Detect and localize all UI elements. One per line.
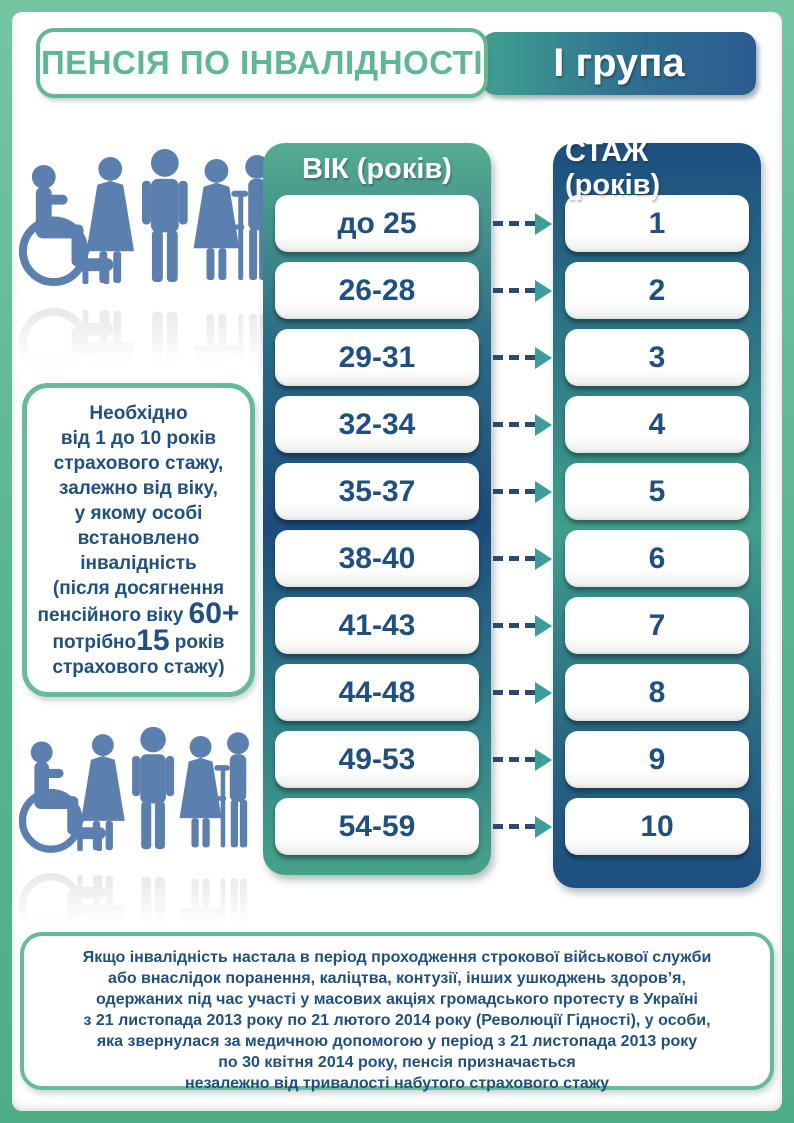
arrow-icon [493,195,552,252]
age-column-header: ВІК (років) [302,152,452,185]
experience-column: СТАЖ (років) 1 2 3 4 5 6 7 8 9 10 [553,136,761,888]
experience-cell: 4 [565,396,749,453]
arrow-icon [493,597,552,654]
note-line: встановлено [77,528,200,549]
age-cell: 44-48 [275,664,479,721]
disabled-people-illustration-top [14,147,272,296]
experience-cell: 6 [565,530,749,587]
note-line: від 1 до 10 років [60,428,217,449]
mapping-arrows [493,195,552,865]
experience-cell: 7 [565,597,749,654]
age-cell: 41-43 [275,597,479,654]
age-cell: 32-34 [275,396,479,453]
experience-cell: 2 [565,262,749,319]
pension-age-value: 60+ [188,597,240,630]
footer-note: Якщо інвалідність настала в період прохо… [20,932,774,1092]
footer-line: яка звернулася за медичною допомогою у п… [96,1033,698,1050]
footer-line: з 21 листопада 2013 року по 21 лютого 20… [83,1012,711,1029]
page-title: ПЕНСІЯ ПО ІНВАЛІДНОСТІ [36,28,488,98]
age-cell: 26-28 [275,262,479,319]
footer-line: одержаних під час участі у масових акція… [95,991,698,1008]
arrow-icon [493,396,552,453]
experience-column-header: СТАЖ (років) [565,136,661,201]
footer-line: по 30 квітня 2014 року, пенсія призначає… [218,1054,576,1071]
disability-group-badge: І група [482,32,756,95]
note-line: Необхідно [89,403,188,424]
age-cell: до 25 [275,195,479,252]
arrow-icon [493,530,552,587]
age-cell: 35-37 [275,463,479,520]
experience-cell: 3 [565,329,749,386]
age-cell: 49-53 [275,731,479,788]
age-cell: 38-40 [275,530,479,587]
people-reflection-top [14,298,272,370]
note-line: страхового стажу) [52,657,225,678]
footer-line: або внаслідок поранення, каліцтва, конту… [108,970,686,987]
experience-cell: 1 [565,195,749,252]
arrow-icon [493,262,552,319]
note-line: інвалідність [80,553,197,574]
people-reflection-bottom [14,864,252,930]
arrow-icon [493,798,552,855]
age-cell: 54-59 [275,798,479,855]
required-years-value: 15 [136,624,170,657]
footer-line: незалежно від тривалості набутого страхо… [184,1075,610,1092]
footer-line: Якщо інвалідність настала в період прохо… [82,949,712,966]
age-cell: 29-31 [275,329,479,386]
note-line: у якому особі [74,503,203,524]
arrow-icon [493,664,552,721]
note-line: залежно від віку, [59,478,218,499]
note-line-required-years: потрібно15 років [52,624,225,657]
note-box: Необхідно від 1 до 10 років страхового с… [22,383,255,697]
page-title-text: ПЕНСІЯ ПО ІНВАЛІДНОСТІ [40,44,484,81]
arrow-icon [493,731,552,788]
experience-cell: 9 [565,731,749,788]
note-line: (після досягнення [52,578,225,599]
disabled-people-illustration-bottom [14,725,252,862]
experience-cell: 8 [565,664,749,721]
note-line: страхового стажу, [53,453,224,474]
arrow-icon [493,463,552,520]
age-column: ВІК (років) до 25 26-28 29-31 32-34 35-3… [263,143,491,875]
disability-group-text: І група [553,41,685,85]
experience-cell: 5 [565,463,749,520]
arrow-icon [493,329,552,386]
note-line-pension-age: пенсійного віку 60+ [37,597,240,630]
experience-cell: 10 [565,798,749,855]
